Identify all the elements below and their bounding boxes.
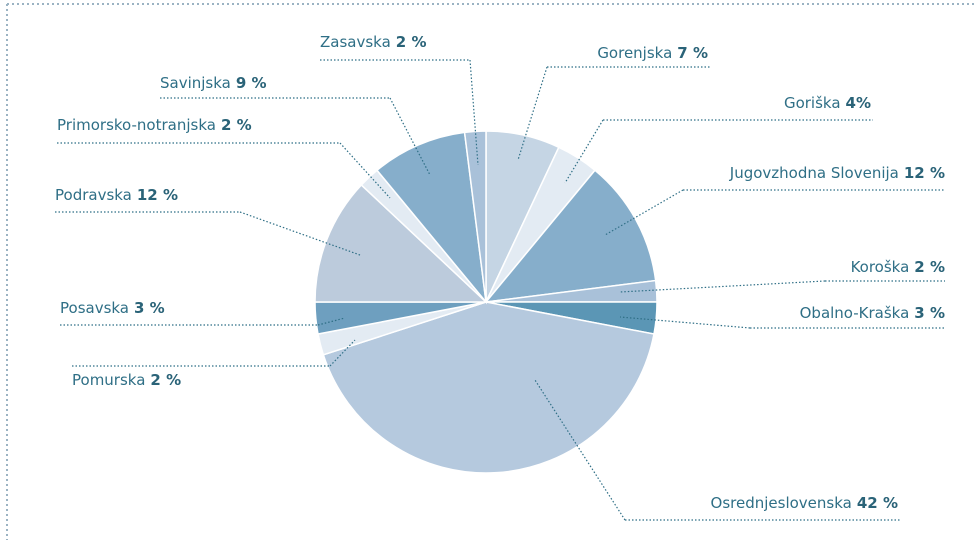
slice-label: Posavska 3 %: [60, 299, 165, 317]
pie-slice: [463, 130, 487, 303]
slice-label: Savinjska 9 %: [160, 74, 267, 92]
category-name: Primorsko-notranjska: [57, 116, 216, 134]
slice-label: Osrednjeslovenska 42 %: [711, 494, 898, 512]
slice-label: Zasavska 2 %: [320, 33, 426, 51]
value-label: 12 %: [137, 186, 178, 204]
pie-slice: [314, 183, 488, 303]
slice-label: Goriška 4%: [784, 94, 871, 112]
slice-label: Jugovzhodna Slovenija 12 %: [729, 164, 945, 182]
leader-line: [619, 316, 945, 329]
value-label: 2 %: [150, 371, 181, 389]
value-label: 7 %: [677, 44, 708, 62]
pie-slice: [375, 131, 488, 305]
category-name: Gorenjska: [597, 44, 672, 62]
slice-label: Obalno-Kraška 3 %: [800, 304, 945, 322]
category-name: Zasavska: [320, 33, 391, 51]
category-name: Osrednjeslovenska: [711, 494, 852, 512]
value-label: 2 %: [914, 258, 945, 276]
labels: Gorenjska 7 % Goriška 4% Jugovzhodna Sloveni…: [55, 33, 945, 521]
leader-line: [564, 119, 873, 184]
value-label: 4%: [846, 94, 871, 112]
value-label: 3 %: [134, 299, 165, 317]
leader-line: [160, 97, 431, 176]
slice-label: Primorsko-notranjska 2 %: [57, 116, 252, 134]
category-name: Obalno-Kraška: [800, 304, 910, 322]
category-name: Savinjska: [160, 74, 231, 92]
slice-label: Podravska 12 %: [55, 186, 178, 204]
pie-slice: [322, 301, 655, 474]
category-name: Goriška: [784, 94, 841, 112]
value-label: 3 %: [914, 304, 945, 322]
leader-line: [72, 339, 356, 367]
value-label: 42 %: [857, 494, 898, 512]
leader-line: [534, 379, 900, 521]
category-name: Koroška: [851, 258, 910, 276]
slice-label: Pomurska 2 %: [72, 371, 181, 389]
leader-line: [517, 66, 710, 161]
leader-line: [320, 59, 479, 166]
value-label: 9 %: [236, 74, 267, 92]
leader-line: [604, 189, 945, 236]
slice-label: Gorenjska 7 %: [597, 44, 708, 62]
category-name: Pomurska: [72, 371, 145, 389]
value-label: 2 %: [396, 33, 427, 51]
category-name: Posavska: [60, 299, 129, 317]
leader-line: [55, 211, 361, 256]
value-label: 2 %: [221, 116, 252, 134]
pie-slice: [484, 169, 657, 303]
slice-label: Koroška 2 %: [851, 258, 945, 276]
category-name: Jugovzhodna Slovenija: [729, 164, 899, 182]
leader-line: [57, 142, 391, 199]
leader-line: [619, 280, 945, 293]
leader-line: [60, 317, 346, 326]
frame: [6, 3, 975, 540]
value-label: 12 %: [904, 164, 945, 182]
category-name: Podravska: [55, 186, 132, 204]
pie: [314, 130, 658, 474]
